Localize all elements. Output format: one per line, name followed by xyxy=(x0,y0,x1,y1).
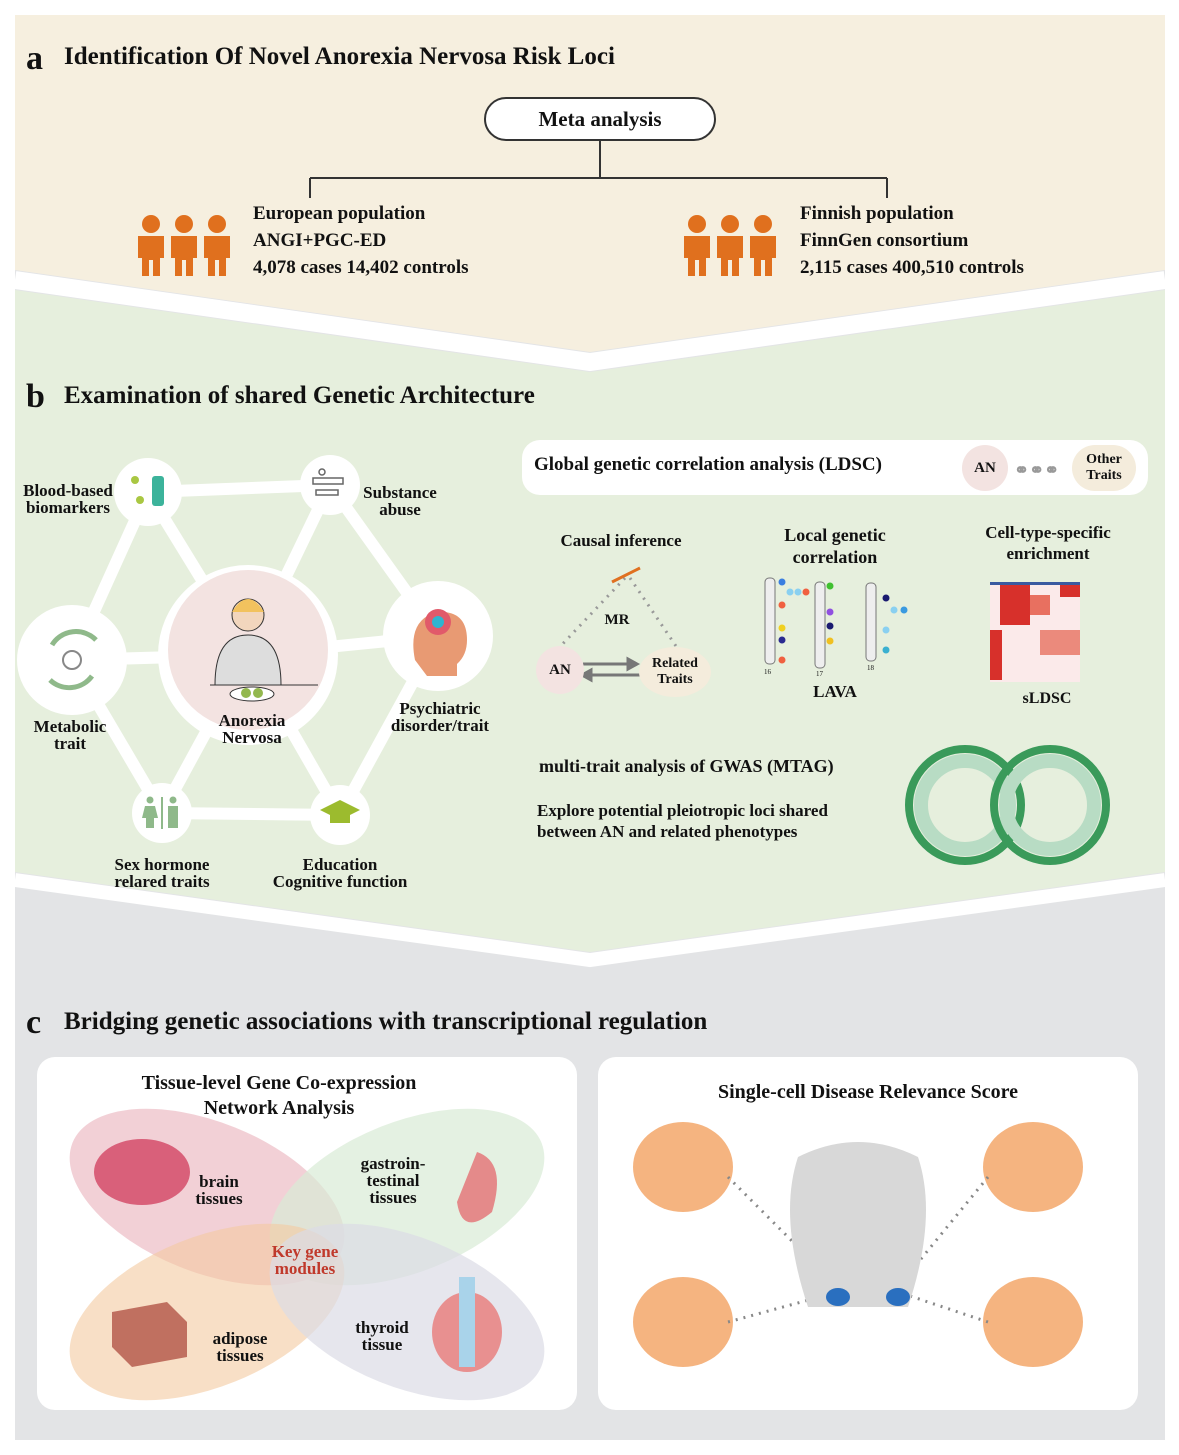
chain-link-icon: ⚭⚭⚭ xyxy=(1014,460,1060,480)
stomach-intestine-icon xyxy=(457,1152,497,1223)
head-brain-icon xyxy=(413,609,467,676)
graduation-cap-icon xyxy=(320,800,360,823)
related-traits-label: Related Traits xyxy=(652,656,698,687)
ldsc-title: Global genetic correlation analysis (LDS… xyxy=(534,454,882,475)
consortium-name: FinnGen consortium xyxy=(800,230,969,251)
mtag-title: multi-trait analysis of GWAS (MTAG) xyxy=(539,756,834,776)
consortium-name: ANGI+PGC-ED xyxy=(253,230,387,251)
panel-letter-c: c xyxy=(26,1004,42,1041)
related-traits-bubble xyxy=(639,647,711,697)
anorexia-label: Anorexia Nervosa xyxy=(218,711,286,747)
education-label: Education Cognitive function xyxy=(272,855,408,891)
causal-title: Causal inference xyxy=(560,531,682,550)
blood-label: Blood-based biomarkers xyxy=(23,481,113,517)
gender-icon xyxy=(142,796,178,829)
adipose-tissue-icon xyxy=(112,1302,187,1367)
metabolic-label: Metabolic trait xyxy=(33,717,107,753)
section-a-bg xyxy=(15,15,1165,352)
section-a-title: Identification Of Novel Anorexia Nervosa… xyxy=(64,43,615,70)
brain-region xyxy=(826,1288,850,1306)
sample-size: 2,115 cases 400,510 controls xyxy=(800,257,1024,278)
thyroid-label: thyroid tissue xyxy=(355,1318,409,1354)
meta-analysis-box xyxy=(484,97,716,141)
mtag-description: Explore potential pleiotropic loci share… xyxy=(537,801,828,841)
brain-icon xyxy=(94,1139,190,1205)
panel-letter-b: b xyxy=(26,378,45,415)
brain-section-icon xyxy=(790,1142,926,1307)
mtag-circos-plot xyxy=(905,745,1110,865)
lava-chromosome-plot xyxy=(764,577,908,669)
gi-label: gastroin-testinal tissues xyxy=(360,1154,426,1207)
brain-label: brain tissues xyxy=(195,1172,243,1208)
umap-plot xyxy=(983,1122,1083,1212)
syringe-icon xyxy=(312,468,344,496)
local-title: Local genetic correlation xyxy=(784,525,886,567)
section-b-title: Examination of shared Genetic Architectu… xyxy=(64,382,535,409)
adipose-label: adipose tissues xyxy=(212,1329,268,1365)
mr-triangle xyxy=(553,576,682,654)
tree-connector xyxy=(309,140,888,198)
population-name: Finnish population xyxy=(800,203,954,224)
sldsc-label: sLDSC xyxy=(1022,690,1072,707)
psychiatric-label: Psychiatric disorder/trait xyxy=(390,699,490,735)
divider-b-c xyxy=(14,873,1166,968)
ldsc-box: Global genetic correlation analysis (LDS… xyxy=(522,440,1148,495)
trachea xyxy=(459,1277,475,1367)
woman-eating-icon xyxy=(210,598,318,702)
coexpression-title: Tissue-level Gene Co-expression Network A… xyxy=(141,1072,417,1119)
meta-analysis-label: Meta analysis xyxy=(538,107,662,131)
cell-title: Cell-type-specific enrichment xyxy=(985,523,1111,563)
single-cell-panel: Single-cell Disease Relevance Score xyxy=(598,1057,1138,1410)
single-cell-title: Single-cell Disease Relevance Score xyxy=(717,1081,1019,1103)
umap-plot xyxy=(983,1277,1083,1367)
european-population-info: European population ANGI+PGC-ED 4,078 ca… xyxy=(253,200,469,281)
people-icon xyxy=(138,215,776,276)
substance-node xyxy=(300,455,360,515)
blood-node xyxy=(114,458,182,526)
key-gene-modules-label: Key gene modules xyxy=(271,1242,339,1278)
sldsc-heatmap xyxy=(990,582,1080,682)
umap-plot xyxy=(633,1277,733,1367)
umap-plot xyxy=(633,1122,733,1212)
brain-region xyxy=(886,1288,910,1306)
section-c-title: Bridging genetic associations with trans… xyxy=(64,1008,708,1035)
other-traits-bubble: Other Traits xyxy=(1072,445,1136,491)
metabolism-cycle-icon xyxy=(48,629,98,691)
an-bubble xyxy=(536,646,584,694)
chromosome-label: 17 xyxy=(816,670,823,678)
sample-size: 4,078 cases 14,402 controls xyxy=(253,257,469,278)
sex-hormone-label: Sex hormone relared traits xyxy=(114,855,210,891)
lava-label: LAVA xyxy=(813,682,857,701)
tissue-venn xyxy=(69,1108,545,1401)
chromosome-label: 16 xyxy=(764,668,771,676)
dna-icon xyxy=(611,566,641,584)
panel-letter-a: a xyxy=(26,40,43,77)
bidirectional-arrows xyxy=(578,656,641,683)
metabolic-node xyxy=(17,605,127,715)
chromosome-label: 18 xyxy=(867,664,874,672)
finnish-population-info: Finnish population FinnGen consortium 2,… xyxy=(800,200,1024,281)
substance-label: Substance abuse xyxy=(363,483,437,519)
population-name: European population xyxy=(253,203,426,224)
coexpression-panel: Tissue-level Gene Co-expression Network A… xyxy=(37,1057,577,1410)
mr-label: MR xyxy=(604,612,630,628)
single-cell-umaps xyxy=(633,1122,1083,1367)
divider-a-b xyxy=(13,271,1167,372)
an-bubble: AN xyxy=(962,445,1008,491)
molecule-icon xyxy=(131,476,164,506)
an-label: AN xyxy=(549,662,571,678)
